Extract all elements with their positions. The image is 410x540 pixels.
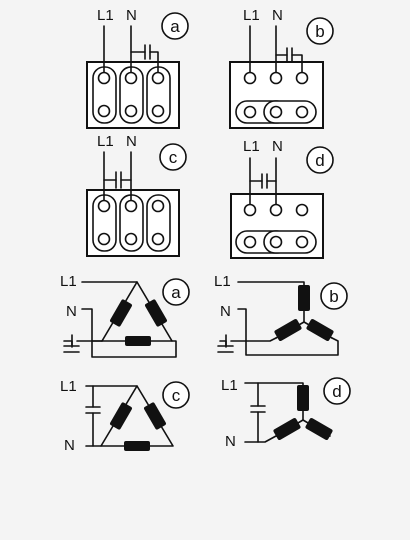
label-n: N bbox=[225, 433, 236, 450]
terminal bbox=[269, 71, 283, 85]
label-l1: L1 bbox=[243, 7, 260, 24]
winding-coil bbox=[144, 402, 166, 430]
winding-coil bbox=[305, 418, 333, 440]
capacitor-wire bbox=[219, 337, 339, 356]
label-n: N bbox=[220, 303, 231, 320]
label-l1: L1 bbox=[97, 133, 114, 150]
schematic-delta-a: L1 N a bbox=[60, 273, 190, 358]
terminal bbox=[97, 104, 111, 118]
winding-coil bbox=[273, 418, 301, 440]
terminal bbox=[151, 232, 165, 246]
terminal bbox=[151, 71, 165, 85]
schematic-star-b: L1 N b bbox=[214, 273, 348, 356]
capacitor bbox=[85, 406, 101, 414]
capacitor bbox=[261, 173, 268, 189]
label-n: N bbox=[66, 303, 77, 320]
terminal bbox=[295, 105, 309, 119]
winding-coil bbox=[298, 285, 310, 311]
terminal bbox=[243, 235, 257, 249]
terminal bbox=[269, 203, 283, 217]
wire-n bbox=[244, 435, 277, 443]
label-l1: L1 bbox=[214, 273, 231, 290]
winding-coil bbox=[110, 299, 132, 327]
badge-c bbox=[162, 381, 190, 409]
label-n: N bbox=[272, 7, 283, 24]
terminal bbox=[97, 71, 111, 85]
capacitor-wire bbox=[130, 51, 159, 73]
terminal bbox=[151, 104, 165, 118]
winding-coil bbox=[297, 385, 309, 411]
badge-a bbox=[161, 12, 189, 40]
capacitor bbox=[250, 405, 266, 413]
terminal bbox=[124, 199, 138, 213]
terminal bbox=[243, 71, 257, 85]
winding-coil bbox=[145, 299, 167, 327]
winding-coil bbox=[274, 319, 302, 341]
terminal bbox=[243, 203, 257, 217]
winding-coil bbox=[110, 402, 132, 430]
badge-d bbox=[323, 377, 351, 405]
winding-coil bbox=[124, 441, 150, 451]
schematic-star-d: L1 N d bbox=[221, 377, 351, 450]
label-n: N bbox=[126, 133, 137, 150]
terminal-block-b: L1 N b bbox=[229, 7, 334, 129]
badge-b-text: b bbox=[315, 22, 324, 41]
capacitor bbox=[115, 171, 122, 189]
badge-a-text: a bbox=[170, 17, 180, 36]
badge-d bbox=[306, 146, 334, 174]
winding-coil bbox=[125, 336, 151, 346]
capacitor bbox=[63, 334, 80, 353]
label-l1: L1 bbox=[243, 138, 260, 155]
label-l1: L1 bbox=[97, 7, 114, 24]
schematic-delta-c: L1 N c bbox=[60, 378, 190, 454]
terminal bbox=[269, 105, 283, 119]
label-l1: L1 bbox=[60, 378, 77, 395]
label-l1: L1 bbox=[221, 377, 238, 394]
badge-b-text: b bbox=[329, 287, 338, 306]
winding-coil bbox=[306, 319, 334, 341]
terminal bbox=[295, 203, 309, 217]
badge-b bbox=[320, 282, 348, 310]
capacitor bbox=[144, 44, 151, 60]
terminal bbox=[269, 235, 283, 249]
capacitor bbox=[217, 334, 234, 353]
label-n: N bbox=[272, 138, 283, 155]
terminal bbox=[243, 105, 257, 119]
badge-b bbox=[306, 17, 334, 45]
badge-a-text: a bbox=[171, 283, 181, 302]
terminal bbox=[151, 199, 165, 213]
terminal bbox=[295, 71, 309, 85]
terminal-block-a: L1 N a bbox=[86, 7, 189, 129]
badge-c bbox=[159, 143, 187, 171]
terminal-block-c: L1 N c bbox=[86, 133, 187, 257]
label-l1: L1 bbox=[60, 273, 77, 290]
terminal bbox=[97, 199, 111, 213]
badge-d-text: d bbox=[332, 382, 341, 401]
badge-c-text: c bbox=[172, 386, 181, 405]
badge-c-text: c bbox=[169, 148, 178, 167]
terminal bbox=[124, 232, 138, 246]
badge-d-text: d bbox=[315, 151, 324, 170]
terminal-block-d: L1 N d bbox=[230, 138, 334, 259]
label-n: N bbox=[126, 7, 137, 24]
badge-a bbox=[162, 278, 190, 306]
label-n: N bbox=[64, 437, 75, 454]
capacitor bbox=[286, 47, 293, 63]
capacitor-wire bbox=[275, 54, 303, 73]
terminal bbox=[124, 71, 138, 85]
terminal bbox=[97, 232, 111, 246]
terminal bbox=[295, 235, 309, 249]
terminal bbox=[124, 104, 138, 118]
capacitor-wire bbox=[63, 340, 177, 358]
